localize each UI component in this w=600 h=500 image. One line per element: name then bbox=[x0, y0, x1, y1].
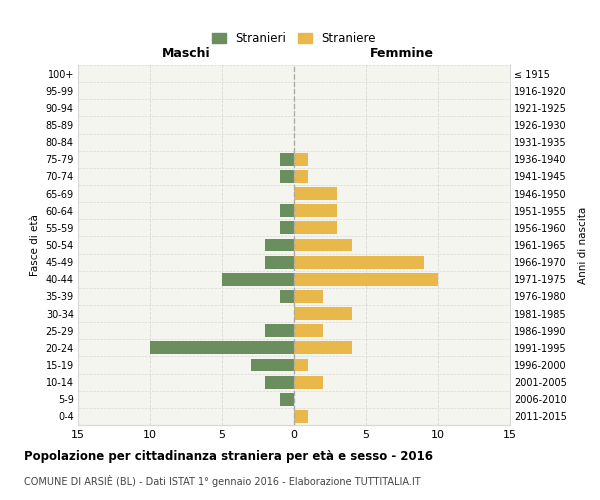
Bar bbox=[294, 222, 337, 234]
Bar bbox=[222, 273, 294, 285]
Bar bbox=[265, 256, 294, 268]
Bar bbox=[265, 324, 294, 337]
Y-axis label: Anni di nascita: Anni di nascita bbox=[578, 206, 588, 284]
Bar bbox=[294, 238, 352, 252]
Bar bbox=[294, 273, 438, 285]
Bar bbox=[294, 376, 323, 388]
Bar bbox=[265, 376, 294, 388]
Bar bbox=[294, 204, 337, 217]
Bar bbox=[280, 393, 294, 406]
Bar bbox=[280, 153, 294, 166]
Y-axis label: Fasce di età: Fasce di età bbox=[30, 214, 40, 276]
Bar bbox=[294, 153, 308, 166]
Text: Maschi: Maschi bbox=[161, 47, 211, 60]
Bar bbox=[294, 358, 308, 372]
Bar bbox=[280, 170, 294, 183]
Bar bbox=[294, 187, 337, 200]
Bar bbox=[294, 307, 352, 320]
Bar bbox=[294, 410, 308, 423]
Bar bbox=[265, 238, 294, 252]
Bar bbox=[280, 204, 294, 217]
Legend: Stranieri, Straniere: Stranieri, Straniere bbox=[207, 28, 381, 50]
Text: COMUNE DI ARSIÈ (BL) - Dati ISTAT 1° gennaio 2016 - Elaborazione TUTTITALIA.IT: COMUNE DI ARSIÈ (BL) - Dati ISTAT 1° gen… bbox=[24, 475, 421, 487]
Bar bbox=[294, 290, 323, 303]
Bar bbox=[280, 290, 294, 303]
Bar bbox=[294, 256, 424, 268]
Bar bbox=[294, 342, 352, 354]
Bar bbox=[150, 342, 294, 354]
Bar bbox=[294, 170, 308, 183]
Text: Femmine: Femmine bbox=[370, 47, 434, 60]
Bar bbox=[251, 358, 294, 372]
Bar bbox=[280, 222, 294, 234]
Text: Popolazione per cittadinanza straniera per età e sesso - 2016: Popolazione per cittadinanza straniera p… bbox=[24, 450, 433, 463]
Bar bbox=[294, 324, 323, 337]
